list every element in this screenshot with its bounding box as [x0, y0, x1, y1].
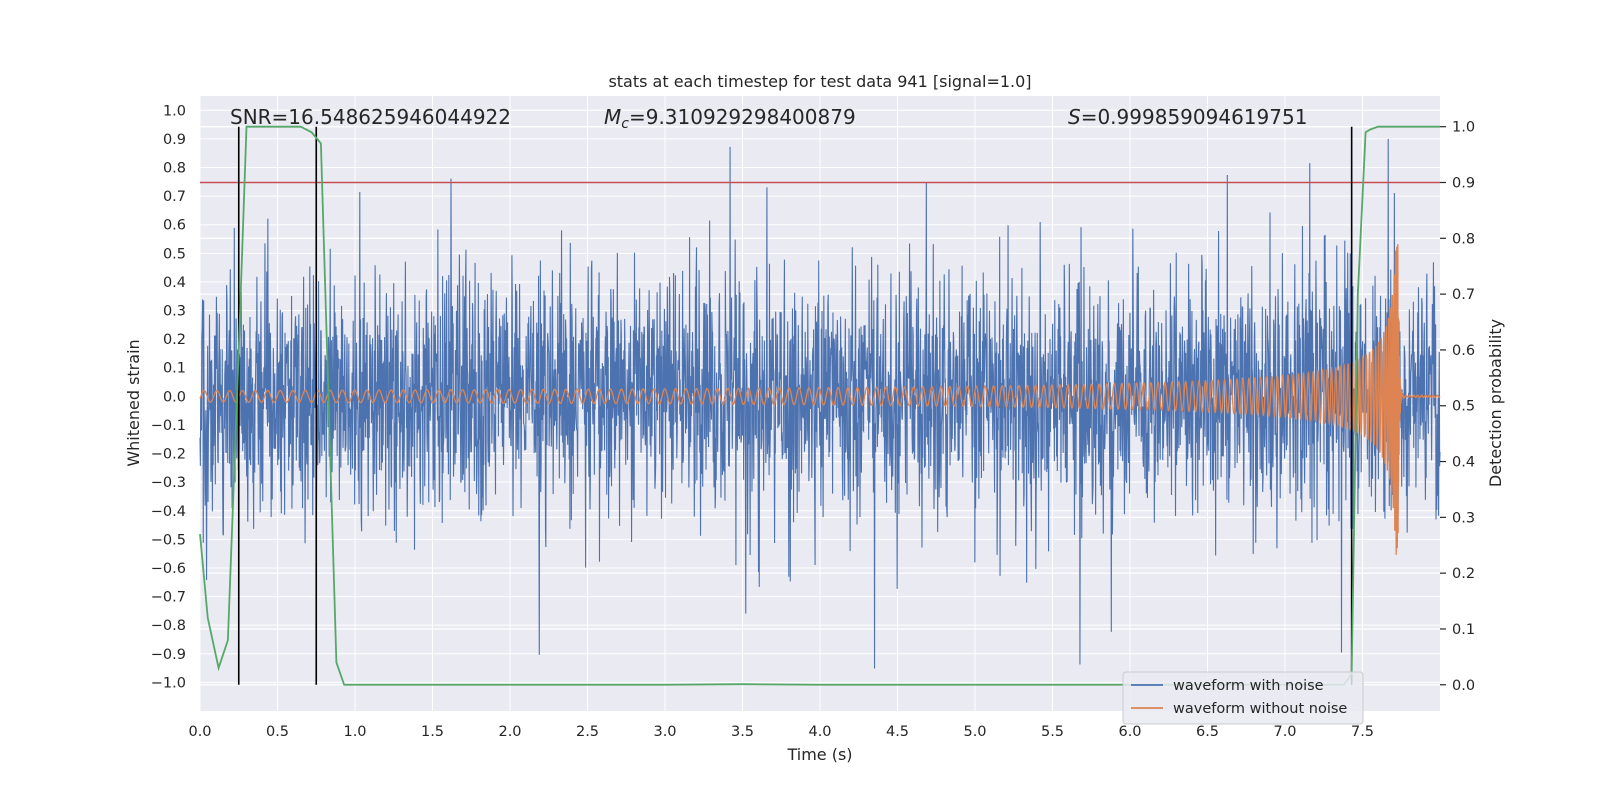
y-tick-label: −0.2 — [151, 447, 186, 463]
y2-tick-label: 0.5 — [1452, 399, 1475, 415]
x-tick-label: 1.5 — [421, 724, 444, 740]
x-tick-label: 4.5 — [886, 724, 909, 740]
x-tick-label: 0.5 — [266, 724, 289, 740]
y-tick-label: −0.1 — [151, 418, 186, 434]
y2-tick-label: 0.6 — [1452, 343, 1475, 359]
y-tick-label: 0.1 — [163, 361, 186, 377]
y2-axis-label: Detection probability — [1486, 319, 1505, 487]
chirp-mass-symbol: M — [604, 105, 621, 129]
chirp-mass-annotation: Mc=9.310929298400879 — [604, 105, 856, 132]
y-tick-label: −0.5 — [151, 532, 186, 548]
y2-tick-label: 0.2 — [1452, 566, 1475, 582]
y2-tick-label: 0.1 — [1452, 622, 1475, 638]
y-tick-label: 0.5 — [163, 246, 186, 262]
y2-axis-ticks: 1.0 0.9 0.8 0.7 0.6 0.5 0.4 0.3 0.2 0.1 0.0 — [1440, 120, 1475, 694]
y-axis-label: Whitened strain — [124, 339, 143, 466]
chirp-mass-value: =9.310929298400879 — [629, 105, 856, 129]
x-tick-label: 7.5 — [1351, 724, 1374, 740]
y-tick-label: 0.7 — [163, 189, 186, 205]
score-symbol: S — [1068, 105, 1081, 129]
y-tick-label: 0.0 — [163, 389, 186, 405]
plot-area — [199, 125, 1441, 686]
x-tick-label: 5.5 — [1041, 724, 1064, 740]
x-tick-label: 6.0 — [1118, 724, 1141, 740]
x-tick-label: 4.0 — [808, 724, 831, 740]
y-tick-label: −0.3 — [151, 475, 186, 491]
legend: waveform with noise waveform without noi… — [1122, 671, 1364, 725]
y2-tick-label: 0.9 — [1452, 176, 1475, 192]
legend-label-clean: waveform without noise — [1173, 701, 1347, 717]
x-tick-label: 6.5 — [1196, 724, 1219, 740]
y2-tick-label: 0.3 — [1452, 510, 1475, 526]
y-tick-label: −0.7 — [151, 590, 186, 606]
x-axis-ticks: 0.0 0.5 1.0 1.5 2.0 2.5 3.0 3.5 4.0 4.5 5.0 5.5 6.0 6… — [188, 724, 1374, 740]
y2-tick-label: 0.8 — [1452, 231, 1475, 247]
chart-title: stats at each timestep for test data 941… — [608, 72, 1031, 91]
y-tick-label: −0.6 — [151, 561, 186, 577]
y-tick-label: 0.4 — [163, 275, 186, 291]
x-tick-label: 2.5 — [576, 724, 599, 740]
chirp-mass-subscript: c — [621, 116, 629, 132]
y-tick-label: 0.3 — [163, 304, 186, 320]
y-tick-label: −1.0 — [151, 675, 186, 691]
noisy-waveform-line — [199, 138, 1441, 669]
x-tick-label: 5.0 — [963, 724, 986, 740]
y2-tick-label: 1.0 — [1452, 120, 1475, 136]
y-tick-label: 0.8 — [163, 161, 186, 177]
y2-tick-label: 0.7 — [1452, 287, 1475, 303]
x-tick-label: 3.5 — [731, 724, 754, 740]
y-tick-label: −0.8 — [151, 618, 186, 634]
y-tick-label: 0.2 — [163, 332, 186, 348]
x-tick-label: 2.0 — [498, 724, 521, 740]
y2-tick-label: 0.4 — [1452, 455, 1475, 471]
y-tick-label: 0.9 — [163, 132, 186, 148]
x-tick-label: 3.0 — [653, 724, 676, 740]
score-value: =0.999859094619751 — [1081, 105, 1308, 129]
detection-probability-line — [199, 125, 1440, 686]
y-tick-label: 1.0 — [163, 103, 186, 119]
y-axis-ticks: 1.0 0.9 0.8 0.7 0.6 0.5 0.4 0.3 0.2 0.1 0.0 −0.1 −0.… — [151, 103, 186, 691]
x-tick-label: 0.0 — [188, 724, 211, 740]
snr-annotation: SNR=16.548625946044922 — [230, 105, 511, 129]
y2-tick-label: 0.0 — [1452, 678, 1475, 694]
y-tick-label: −0.4 — [151, 504, 186, 520]
x-axis-label: Time (s) — [786, 745, 852, 764]
score-annotation: S=0.999859094619751 — [1068, 105, 1307, 129]
x-tick-label: 7.0 — [1273, 724, 1296, 740]
x-tick-label: 1.0 — [343, 724, 366, 740]
clean-waveform-line — [199, 244, 1441, 555]
legend-label-noise: waveform with noise — [1173, 678, 1324, 694]
legend-box — [1122, 671, 1364, 725]
y-tick-label: 0.6 — [163, 218, 186, 234]
y-tick-label: −0.9 — [151, 647, 186, 663]
